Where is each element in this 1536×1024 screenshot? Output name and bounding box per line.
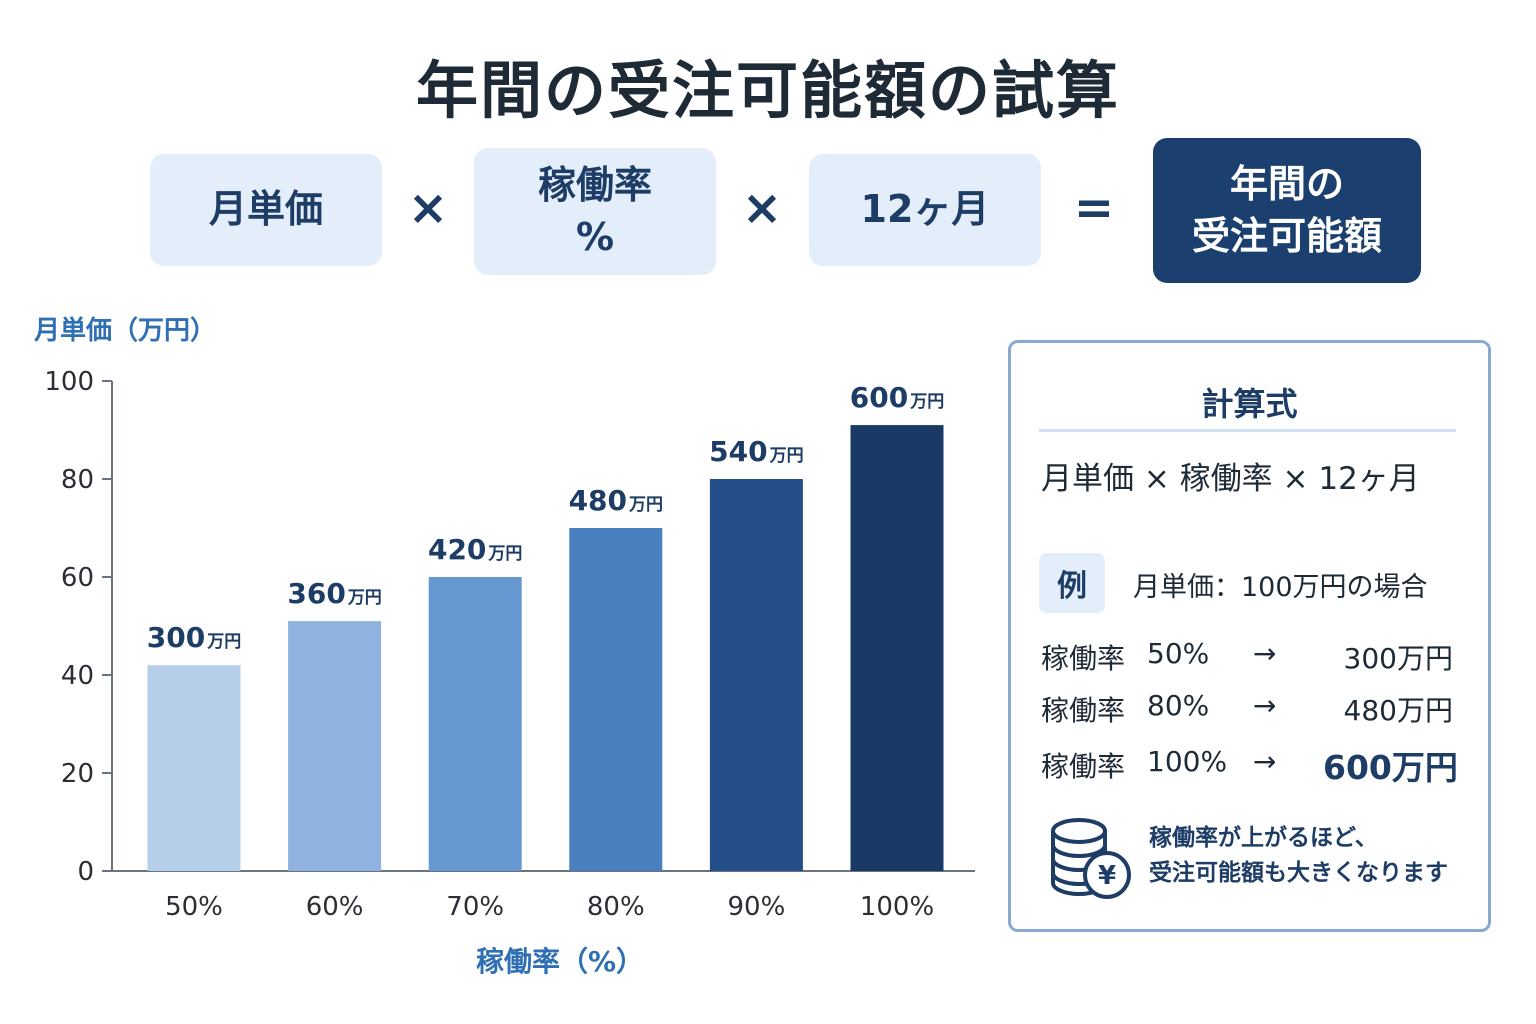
- bar-data-label: 420 万円: [428, 533, 522, 566]
- formula-item-label: 12ヶ月: [860, 187, 990, 232]
- bar-data-label-value: 600: [850, 381, 908, 414]
- bar-data-label: 540 万円: [709, 435, 803, 468]
- row-rate: 50%: [1147, 637, 1210, 670]
- x-tick-label: 100%: [860, 892, 934, 922]
- y-tick-label: 20: [61, 759, 94, 789]
- row-label: 稼働率: [1041, 694, 1126, 727]
- summary-note-line: 受注可能額も大きくなります: [1149, 859, 1448, 886]
- x-axis-title: 稼働率（%）: [475, 945, 645, 978]
- row-result: 600万円: [1323, 748, 1458, 787]
- x-tick-label: 50%: [165, 892, 223, 922]
- panel-title: 計算式: [1201, 385, 1298, 423]
- y-tick-label: 100: [44, 367, 94, 397]
- bar-data-label: 360 万円: [287, 577, 381, 610]
- row-label: 稼働率: [1041, 750, 1126, 783]
- formula-item-label: 月単価: [208, 187, 323, 232]
- example-badge: 例: [1039, 553, 1105, 613]
- bar: [428, 577, 522, 871]
- bar-data-label-value: 540: [709, 435, 767, 468]
- arrow-icon: →: [1253, 745, 1277, 778]
- y-axis-title: 月単価（万円）: [34, 316, 217, 346]
- formula-item-monthly-rate: 月単価: [150, 154, 382, 266]
- x-tick-label: 60%: [306, 892, 364, 922]
- panel-formula: 月単価 × 稼働率 × 12ヶ月: [1041, 461, 1420, 497]
- row-result: 480万円: [1343, 694, 1453, 727]
- bar-data-label-value: 480: [569, 484, 627, 517]
- bar-data-label: 480 万円: [569, 484, 663, 517]
- bar: [709, 479, 803, 871]
- bar-data-label: 300 万円: [147, 621, 241, 654]
- calculation-panel: 計算式 月単価 × 稼働率 × 12ヶ月 例 月単価：100万円の場合 稼働率 …: [1008, 340, 1491, 932]
- row-result: 300万円: [1343, 642, 1453, 675]
- yen-symbol: ¥: [1098, 861, 1116, 891]
- bar: [288, 621, 382, 871]
- coins-yen-icon: ¥: [1051, 818, 1131, 899]
- formula-item-12-months: 12ヶ月: [809, 154, 1041, 266]
- bar-data-label-unit: 万円: [769, 446, 804, 466]
- formula-item-label: 稼働率 %: [537, 163, 652, 259]
- bar: [850, 425, 944, 871]
- row-rate: 100%: [1147, 745, 1228, 778]
- x-tick-label: 70%: [446, 892, 504, 922]
- bar-data-label-unit: 万円: [206, 632, 241, 652]
- bar: [147, 665, 241, 871]
- bar: [569, 528, 663, 871]
- formula-result-annual-amount: 年間の 受注可能額: [1153, 138, 1421, 283]
- formula-result-label: 年間の 受注可能額: [1191, 162, 1382, 258]
- row-rate: 80%: [1147, 689, 1210, 722]
- bar-data-label-value: 360: [287, 577, 345, 610]
- y-tick-label: 80: [61, 465, 94, 495]
- formula-item-utilization: 稼働率 %: [474, 148, 716, 275]
- equals-operator: =: [1073, 180, 1115, 236]
- multiply-operator: ×: [407, 180, 449, 236]
- y-tick-label: 60: [61, 563, 94, 593]
- y-tick-label: 40: [61, 661, 94, 691]
- bar-data-label-unit: 万円: [628, 495, 663, 515]
- bar-data-label-unit: 万円: [909, 392, 944, 412]
- page-title: 年間の受注可能額の試算: [415, 54, 1120, 127]
- bar-data-label-unit: 万円: [347, 588, 382, 608]
- example-condition: 月単価：100万円の場合: [1133, 572, 1428, 603]
- panel-divider: [1039, 429, 1456, 432]
- summary-note-line: 稼働率が上がるほど、: [1149, 825, 1378, 851]
- x-tick-label: 90%: [728, 892, 786, 922]
- bar-data-label-value: 420: [428, 533, 486, 566]
- y-tick-label: 0: [77, 857, 94, 887]
- arrow-icon: →: [1253, 689, 1277, 722]
- bar-data-label-value: 300: [147, 621, 205, 654]
- bar-data-label-unit: 万円: [487, 544, 522, 564]
- row-label: 稼働率: [1041, 642, 1126, 675]
- multiply-operator: ×: [741, 180, 783, 236]
- bar-data-label: 600 万円: [850, 381, 944, 414]
- arrow-icon: →: [1253, 637, 1277, 670]
- summary-note: 稼働率が上がるほど、 受注可能額も大きくなります: [1149, 821, 1448, 890]
- x-tick-label: 80%: [587, 892, 645, 922]
